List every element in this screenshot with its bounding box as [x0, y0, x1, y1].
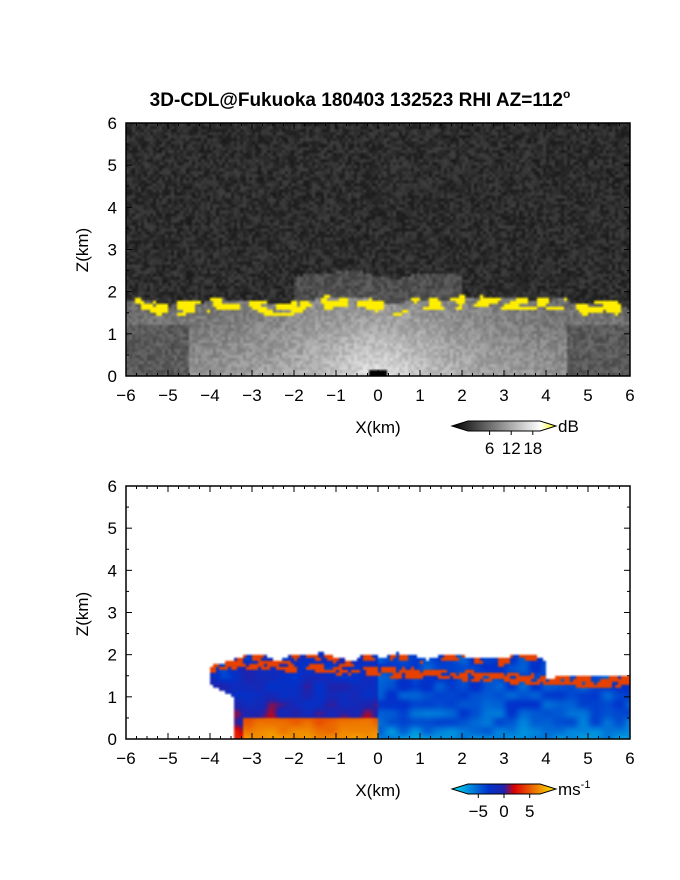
- colorbar-bar: [450, 783, 558, 795]
- x-tick-label: −4: [200, 386, 219, 405]
- colorbar-tick-label: 0: [499, 802, 508, 821]
- colorbar-tick-label: −5: [469, 802, 488, 821]
- x-tick-label: 2: [457, 386, 466, 405]
- colorbar-tick-label: 18: [523, 439, 542, 458]
- y-tick-label: 5: [108, 156, 117, 175]
- x-tick-label: 0: [373, 749, 382, 768]
- x-tick-label: 1: [415, 749, 424, 768]
- x-tick-label: −2: [284, 386, 303, 405]
- x-tick-label: 6: [625, 749, 634, 768]
- y-tick-label: 3: [108, 604, 117, 623]
- x-axis-title: X(km): [355, 781, 400, 800]
- y-tick-labels: 0 1 2 3 4 5 6: [108, 114, 117, 386]
- x-tick-label: 4: [541, 749, 550, 768]
- x-tick-labels: −6 −5 −4 −3 −2 −1 0 1 2 3 4 5 6: [116, 386, 634, 405]
- velocity-colorbar: −5 0 5 ms-1: [450, 779, 590, 821]
- x-tick-label: 4: [541, 386, 550, 405]
- colorbar-tick-label: 5: [525, 802, 534, 821]
- tick-marks: [125, 122, 631, 377]
- x-tick-labels: −6 −5 −4 −3 −2 −1 0 1 2 3 4 5 6: [116, 749, 634, 768]
- y-tick-label: 2: [108, 646, 117, 665]
- y-tick-label: 1: [108, 688, 117, 707]
- y-tick-label: 6: [108, 114, 117, 133]
- y-axis-title: Z(km): [73, 592, 92, 636]
- x-tick-label: 3: [499, 749, 508, 768]
- x-tick-label: 3: [499, 386, 508, 405]
- x-tick-label: −5: [158, 386, 177, 405]
- backscatter-heatmap: [126, 123, 630, 376]
- y-tick-labels: 0 1 2 3 4 5 6: [108, 477, 117, 749]
- x-tick-label: −1: [326, 749, 345, 768]
- x-tick-label: 5: [583, 386, 592, 405]
- y-tick-label: 1: [108, 325, 117, 344]
- colorbar-tick-label: 12: [502, 439, 521, 458]
- x-tick-label: −6: [116, 749, 135, 768]
- x-tick-label: −2: [284, 749, 303, 768]
- y-tick-label: 4: [108, 198, 117, 217]
- x-axis-title: X(km): [355, 418, 400, 437]
- y-tick-label: 2: [108, 283, 117, 302]
- colorbar-ticks: 6 12 18: [485, 431, 542, 458]
- y-tick-label: 5: [108, 519, 117, 538]
- x-tick-label: 1: [415, 386, 424, 405]
- colorbar-bar: [450, 420, 558, 432]
- x-tick-label: 2: [457, 749, 466, 768]
- y-axis-title: Z(km): [73, 228, 92, 272]
- x-tick-label: −6: [116, 386, 135, 405]
- y-tick-label: 3: [108, 241, 117, 260]
- y-tick-label: 4: [108, 561, 117, 580]
- backscatter-colorbar: 6 12 18 dB: [450, 417, 579, 458]
- colorbar-ticks: −5 0 5: [469, 794, 534, 821]
- x-tick-label: 0: [373, 386, 382, 405]
- colorbar-unit: dB: [558, 417, 579, 436]
- tick-marks: [125, 485, 631, 740]
- colorbar-tick-label: 6: [485, 439, 494, 458]
- chart-title: 3D-CDL@Fukuoka 180403 132523 RHI AZ=112o: [150, 87, 571, 111]
- y-tick-label: 0: [108, 367, 117, 386]
- x-tick-label: 5: [583, 749, 592, 768]
- colorbar-unit: ms-1: [558, 779, 590, 799]
- x-tick-label: −1: [326, 386, 345, 405]
- x-tick-label: −4: [200, 749, 219, 768]
- x-tick-label: −5: [158, 749, 177, 768]
- velocity-heatmap: [126, 486, 630, 739]
- y-tick-label: 0: [108, 730, 117, 749]
- x-tick-label: −3: [242, 386, 261, 405]
- x-tick-label: 6: [625, 386, 634, 405]
- y-tick-label: 6: [108, 477, 117, 496]
- x-tick-label: −3: [242, 749, 261, 768]
